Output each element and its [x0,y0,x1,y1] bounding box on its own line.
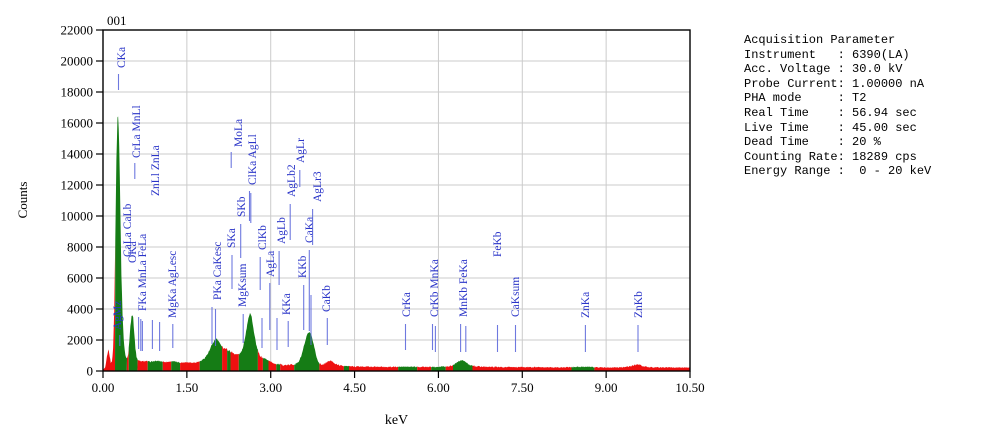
y-tick-label: 6000 [67,271,93,286]
peak-label-ClKb: ClKb [257,225,269,250]
peak-label-ZnKa: ZnKa [580,292,592,318]
peak-label-AgLb2: AgLb2 [286,164,298,197]
peak-label-CaKsum: CaKsum [510,277,522,317]
peak-label-PKa-CaKesc: PKa CaKesc [212,242,224,300]
spectrum-segment-green [128,315,138,371]
spectrum-segment-red [319,360,344,371]
spectrum-series [103,116,690,372]
x-tick-label: 3.00 [259,380,282,395]
spectrum-chart: 0.00 1.50 3.00 4.50 6.00 7.50 9.00 10.50 0 2000 40… [15,13,705,428]
spectrum-segment-red [445,364,453,371]
peak-label-CKa: CKa [116,47,128,68]
chart-title: 001 [107,13,127,28]
peak-label-MgKa-AgLesc: MgKa AgLesc [167,251,179,318]
x-tick-label: 1.50 [175,380,198,395]
spectrum-segment-red [257,349,263,371]
spectrum-segment-green [262,357,269,371]
spectrum-segment-green [398,366,418,371]
peak-label-KKb: KKb [297,255,309,278]
spectrum-segment-green [276,363,281,371]
spectrum-segment-red [126,347,129,371]
peak-label-SKb: SKb [236,196,248,217]
peak-label-FKa-MnLa-FeLa: FKa MnLa FeLa [137,234,149,311]
spectrum-segment-red [268,360,277,371]
x-tick-label: 10.50 [675,380,704,395]
spectrum-segment-green [199,338,223,371]
peak-label-FeKb: FeKb [492,231,504,257]
peak-label-CrLa-MnLl: CrLa MnLl [131,105,143,158]
spectrum-segment-green [453,360,473,371]
peak-label-SKa: SKa [226,228,238,248]
y-tick-label: 22000 [61,23,94,38]
peak-label-OKa: OKa [127,241,139,263]
spectrum-segment-red [417,366,432,371]
peak-label-CrKb-MnKa: CrKb MnKa [429,259,441,317]
y-tick-label: 4000 [67,302,93,317]
x-axis-title: keV [385,413,408,428]
y-tick-label: 10000 [61,209,94,224]
plot-frame [102,29,691,372]
x-tick-label: 4.50 [343,380,366,395]
peak-label-CaKb: CaKb [321,285,333,312]
spectrum-segment-green [227,349,231,371]
spectrum-segment-green [343,365,349,371]
peak-label-AgLb: AgLb [276,217,288,244]
peak-label-KKa: KKa [281,293,293,315]
peak-label-AgLr: AgLr [295,138,307,163]
spectrum-segment-green [115,116,127,372]
peak-label-MnKb-FeKa: MnKb FeKa [458,259,470,317]
peak-label-ZnLl-ZnLa: ZnLl ZnLa [150,145,162,196]
spectrum-segment-green [431,366,446,371]
spectrum-segment-red [180,361,200,371]
peak-label-AgLr3: AgLr3 [312,171,324,202]
x-tick-label: 9.00 [595,380,618,395]
spectrum-segment-green [571,366,595,371]
grid [103,30,690,371]
y-tick-label: 8000 [67,240,93,255]
spectrum-segment-red [103,239,116,371]
spectrum-segment-green [171,361,181,371]
acquisition-parameters-panel: Acquisition Parameter Instrument : 6390(… [744,33,932,179]
spectrum-segment-red [137,359,148,371]
spectrum-segment-red [280,363,295,371]
peak-label-CrKa: CrKa [401,292,413,317]
spectrum-segment-red [349,365,399,371]
y-tick-label: 12000 [61,178,94,193]
y-tick-label: 16000 [61,116,94,131]
peak-label-CaKa: CaKa [304,217,316,243]
spectrum-segment-red [162,361,172,371]
spectrum-segment-red [230,351,239,371]
spectrum-segment-red [222,346,228,371]
axes: 0.00 1.50 3.00 4.50 6.00 7.50 9.00 10.50 0 2000 40… [15,13,705,428]
peak-label-AgMz: AgMz [112,301,124,330]
peak-label-AgLa: AgLa [265,251,277,277]
x-tick-label: 6.00 [427,380,450,395]
y-tick-label: 2000 [67,333,93,348]
spectrum-segment-green [147,360,163,371]
peak-label-MoLa: MoLa [233,119,245,147]
y-tick-label: 20000 [61,54,94,69]
y-tick-label: 0 [87,364,94,379]
spectrum-segment-green [294,332,320,371]
peak-label-ClKa-AgLl: ClKa AgLl [247,134,259,185]
spectrum-segment-red [472,365,572,371]
y-tick-label: 18000 [61,85,94,100]
spectrum-segment-red [594,364,690,371]
spectrum-segment-green [238,312,258,371]
x-tick-label: 0.00 [92,380,115,395]
y-axis-title: Counts [15,182,30,219]
peak-label-CaLa-CaLb: CaLa CaLb [122,203,134,257]
y-tick-label: 14000 [61,147,94,162]
peak-label-MgKsum: MgKsum [237,263,249,307]
peak-label-ZnKb: ZnKb [633,291,645,318]
x-tick-label: 7.50 [511,380,534,395]
